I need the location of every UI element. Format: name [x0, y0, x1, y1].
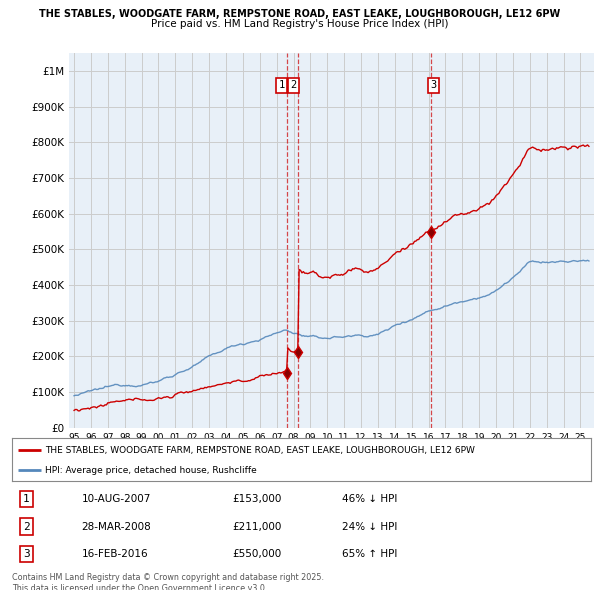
Text: 10-AUG-2007: 10-AUG-2007 [82, 494, 151, 504]
Text: £153,000: £153,000 [232, 494, 281, 504]
Text: £550,000: £550,000 [232, 549, 281, 559]
Text: THE STABLES, WOODGATE FARM, REMPSTONE ROAD, EAST LEAKE, LOUGHBOROUGH, LE12 6PW: THE STABLES, WOODGATE FARM, REMPSTONE RO… [40, 9, 560, 19]
Text: 16-FEB-2016: 16-FEB-2016 [82, 549, 148, 559]
Text: 2: 2 [290, 80, 296, 90]
Text: 65% ↑ HPI: 65% ↑ HPI [342, 549, 397, 559]
Text: 2: 2 [23, 522, 30, 532]
Text: HPI: Average price, detached house, Rushcliffe: HPI: Average price, detached house, Rush… [45, 466, 257, 475]
Text: Contains HM Land Registry data © Crown copyright and database right 2025.
This d: Contains HM Land Registry data © Crown c… [12, 573, 324, 590]
Text: 3: 3 [431, 80, 437, 90]
Text: 24% ↓ HPI: 24% ↓ HPI [342, 522, 397, 532]
Text: 3: 3 [23, 549, 30, 559]
Text: 1: 1 [23, 494, 30, 504]
Text: £211,000: £211,000 [232, 522, 281, 532]
Text: THE STABLES, WOODGATE FARM, REMPSTONE ROAD, EAST LEAKE, LOUGHBOROUGH, LE12 6PW: THE STABLES, WOODGATE FARM, REMPSTONE RO… [45, 446, 475, 455]
Text: 28-MAR-2008: 28-MAR-2008 [82, 522, 151, 532]
Text: 1: 1 [278, 80, 285, 90]
Text: Price paid vs. HM Land Registry's House Price Index (HPI): Price paid vs. HM Land Registry's House … [151, 19, 449, 30]
Text: 46% ↓ HPI: 46% ↓ HPI [342, 494, 397, 504]
